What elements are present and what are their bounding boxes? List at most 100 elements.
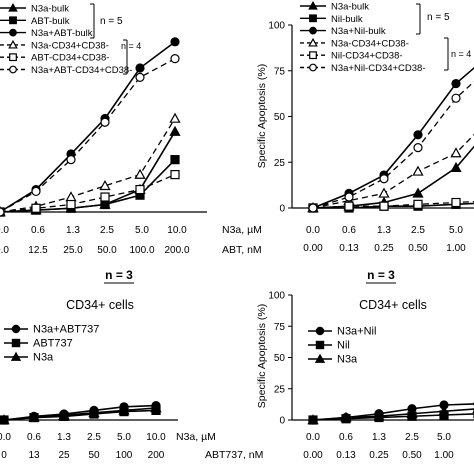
x-tick-label: 12.5 xyxy=(28,245,48,256)
x-tick-label: 0.0 xyxy=(0,432,11,443)
x-tick-label: 5.0 xyxy=(449,225,463,236)
y-tick-label: 0 xyxy=(279,416,285,427)
series-line xyxy=(312,200,474,209)
legend-label: Nil-bulk xyxy=(331,14,363,25)
data-point-triangle xyxy=(314,353,326,363)
data-point-circle xyxy=(309,63,317,72)
data-point-triangle xyxy=(118,404,130,415)
legend-label: N3a xyxy=(337,354,358,366)
data-point-triangle xyxy=(8,2,18,12)
x-tick-label: 0.13 xyxy=(336,450,356,461)
data-point-square xyxy=(9,16,17,25)
x-tick-label: 10.0 xyxy=(146,432,166,443)
data-point-circle xyxy=(451,78,461,89)
legend-label: N3a+Nil xyxy=(337,326,376,338)
data-point-square xyxy=(170,155,180,165)
legend-label: Nil xyxy=(337,340,350,352)
x-tick-label: 1.00 xyxy=(434,450,454,461)
legend-label: N3a-CD34+CD38- xyxy=(331,38,409,49)
data-point-triangle xyxy=(307,414,319,425)
data-point-triangle xyxy=(169,125,181,136)
x-tick-label: 10.0 xyxy=(167,225,187,236)
x-tick-label: 0.00 xyxy=(303,243,323,254)
series-line xyxy=(0,58,176,213)
data-point-square xyxy=(31,203,41,213)
data-point-triangle xyxy=(438,405,450,416)
x-tick-label: 0.50 xyxy=(402,450,422,461)
x-tick-label: 0.6 xyxy=(27,432,41,443)
data-point-square xyxy=(315,340,325,350)
data-point-triangle xyxy=(88,406,100,418)
data-point-triangle xyxy=(169,112,181,123)
legend: N3a+Nil Nil N3a xyxy=(308,326,376,366)
data-point-square xyxy=(309,51,317,60)
legend-label: N3a-CD34+CD38- xyxy=(31,40,109,51)
data-point-triangle xyxy=(378,187,390,198)
x-tick-label: 0 xyxy=(1,450,7,461)
series-line xyxy=(0,41,176,213)
data-point-circle xyxy=(344,192,354,202)
data-point-square xyxy=(379,201,389,211)
data-point-square xyxy=(11,338,21,348)
data-point-circle xyxy=(308,203,318,213)
x-tick-label: 1.3 xyxy=(57,432,71,443)
legend-label: N3a xyxy=(33,352,54,364)
series-line xyxy=(0,159,176,213)
x-tick-label: 50.0 xyxy=(97,245,117,256)
legend-n-label: n = 4 xyxy=(451,49,471,59)
data-point-circle xyxy=(100,117,110,127)
data-point-square xyxy=(66,199,76,210)
data-point-circle xyxy=(309,26,317,35)
x-tick-label: 100.0 xyxy=(129,245,154,256)
panel-bottom-right: n = 3 CD34+ cells 0 25 50 75 100 Specific Ap… xyxy=(256,268,474,461)
series-line xyxy=(313,202,474,209)
panel-top-left: 0.0 0.6 1.3 2.5 5.0 10.0 0.0 12.5 25.0 50.0 100.0… xyxy=(0,2,262,256)
series-line xyxy=(312,80,474,209)
series-line xyxy=(312,413,474,421)
data-point-circle xyxy=(0,207,5,217)
data-point-circle xyxy=(66,155,76,165)
data-point-triangle xyxy=(373,410,385,421)
data-point-triangle xyxy=(150,402,162,413)
legend-label: N3a+ABT-bulk xyxy=(31,28,93,39)
legend: N3a-bulkABT-bulkN3a+ABT-bulkN3a-CD34+CD3… xyxy=(0,2,132,76)
series-line xyxy=(312,408,474,421)
y-tick-label: 75 xyxy=(274,66,286,77)
x-tick-label: 2.5 xyxy=(100,225,114,236)
x-tick-label: 1.00 xyxy=(446,243,466,254)
data-point-square xyxy=(100,199,110,210)
data-point-triangle xyxy=(0,414,10,425)
x-axis-label-n3a: N3a, µM xyxy=(222,224,262,236)
legend-label: N3a+Nil-CD34+CD38- xyxy=(331,63,426,74)
y-axis-label: Specific Apoptosis (%) xyxy=(256,304,268,408)
legend-n-label: n = 5 xyxy=(100,16,123,27)
legend-label: Nil-CD34+CD38- xyxy=(331,51,403,62)
x-tick-label: 0.6 xyxy=(339,432,353,443)
data-point-triangle xyxy=(412,165,424,176)
x-tick-label: 200.0 xyxy=(164,245,189,256)
data-point-triangle xyxy=(8,39,18,49)
data-point-triangle xyxy=(99,179,111,191)
x-tick-label: 5.0 xyxy=(437,432,451,443)
x-tick-label: 0.0 xyxy=(0,225,9,236)
legend-label: N3a-bulk xyxy=(31,4,69,15)
y-tick-label: 100 xyxy=(268,21,285,32)
data-point-triangle xyxy=(450,147,462,158)
legend-label: ABT-CD34+CD38- xyxy=(31,53,109,64)
x-tick-label: 0.50 xyxy=(408,243,428,254)
series-line xyxy=(0,131,176,213)
x-tick-label: 0.0 xyxy=(306,225,320,236)
data-point-circle xyxy=(135,72,145,82)
y-tick-label: 100 xyxy=(268,291,285,302)
series-line xyxy=(0,118,176,213)
data-point-triangle xyxy=(450,161,462,173)
x-tick-label: 1.3 xyxy=(66,225,80,236)
data-point-square xyxy=(451,197,461,208)
data-point-circle xyxy=(315,326,325,336)
data-point-square xyxy=(135,184,145,195)
legend: N3a-bulkNil-bulkN3a+Nil-bulkN3a-CD34+CD3… xyxy=(300,0,426,74)
x-tick-label: 200 xyxy=(148,450,165,461)
x-tick-label: 0.0 xyxy=(0,245,9,256)
data-point-square xyxy=(413,199,423,209)
x-tick-label: 50 xyxy=(88,450,100,461)
